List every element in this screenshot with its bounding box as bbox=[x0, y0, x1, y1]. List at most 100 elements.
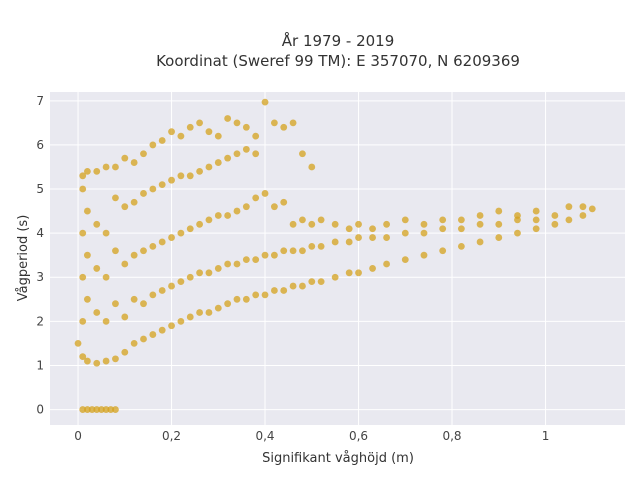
data-point bbox=[168, 176, 175, 184]
data-point bbox=[233, 119, 241, 127]
data-point bbox=[196, 167, 203, 175]
data-point bbox=[579, 203, 587, 211]
x-tick-label: 0 bbox=[74, 429, 82, 443]
data-point bbox=[242, 256, 250, 264]
data-point bbox=[186, 313, 194, 321]
y-tick-label: 4 bbox=[36, 226, 44, 240]
data-point bbox=[224, 115, 232, 122]
data-point bbox=[224, 300, 232, 308]
data-point bbox=[308, 242, 316, 250]
data-point bbox=[565, 216, 573, 224]
data-point bbox=[233, 150, 241, 158]
data-point bbox=[476, 212, 484, 219]
y-tick-label: 6 bbox=[36, 138, 44, 152]
data-point bbox=[177, 278, 185, 286]
data-point bbox=[158, 137, 166, 144]
data-point bbox=[495, 207, 503, 215]
x-tick-label: 0,6 bbox=[349, 429, 368, 443]
data-point bbox=[196, 220, 203, 228]
data-point bbox=[83, 357, 91, 365]
data-point bbox=[420, 251, 428, 259]
data-point bbox=[565, 203, 573, 211]
data-point bbox=[102, 163, 110, 171]
data-point bbox=[289, 119, 297, 127]
data-point bbox=[355, 220, 362, 228]
data-point bbox=[112, 300, 119, 308]
data-point bbox=[205, 309, 213, 316]
data-point bbox=[224, 212, 232, 219]
data-point bbox=[93, 220, 101, 228]
data-point bbox=[102, 273, 110, 281]
data-point bbox=[130, 340, 138, 347]
data-point bbox=[112, 406, 119, 413]
data-point bbox=[401, 216, 409, 224]
data-point bbox=[383, 220, 390, 228]
data-point bbox=[289, 247, 297, 255]
data-point bbox=[308, 220, 316, 228]
data-point bbox=[186, 123, 194, 131]
data-point bbox=[168, 282, 175, 290]
data-point bbox=[289, 220, 297, 228]
data-point bbox=[140, 190, 147, 197]
data-point bbox=[345, 225, 353, 233]
data-point bbox=[74, 340, 82, 347]
data-point bbox=[588, 205, 596, 213]
x-tick-labels: 0 0,2 0,4 0,6 0,8 1 bbox=[74, 429, 549, 443]
data-point bbox=[149, 242, 157, 250]
y-tick-label: 2 bbox=[36, 314, 44, 328]
data-point bbox=[495, 234, 503, 241]
y-tick-label: 3 bbox=[36, 270, 44, 284]
data-point bbox=[345, 238, 353, 246]
data-point bbox=[130, 159, 138, 166]
data-point bbox=[168, 234, 175, 241]
data-point bbox=[79, 273, 87, 281]
data-point bbox=[158, 238, 166, 246]
data-point bbox=[93, 167, 101, 175]
data-point bbox=[196, 119, 203, 127]
data-point bbox=[420, 220, 428, 228]
data-point bbox=[168, 322, 175, 330]
data-point bbox=[98, 406, 105, 413]
data-point bbox=[233, 207, 241, 215]
data-point bbox=[514, 229, 521, 237]
data-point bbox=[331, 220, 339, 228]
data-point bbox=[289, 282, 297, 290]
data-point bbox=[121, 154, 129, 162]
data-point bbox=[214, 159, 222, 166]
data-point bbox=[186, 172, 194, 180]
data-point bbox=[140, 247, 147, 255]
data-point bbox=[401, 229, 409, 237]
data-point bbox=[102, 406, 110, 413]
data-point bbox=[79, 172, 87, 180]
data-point bbox=[79, 353, 87, 361]
data-point bbox=[331, 273, 339, 281]
y-tick-labels: 0 1 2 3 4 5 6 7 bbox=[36, 94, 44, 417]
data-point bbox=[369, 265, 376, 272]
data-point bbox=[177, 132, 185, 140]
data-point bbox=[79, 185, 87, 193]
data-point bbox=[551, 212, 559, 219]
data-point bbox=[280, 247, 288, 255]
data-point bbox=[579, 212, 587, 219]
data-point bbox=[317, 216, 325, 224]
data-point bbox=[107, 406, 115, 413]
data-point bbox=[439, 247, 447, 255]
data-point bbox=[261, 190, 269, 197]
data-point bbox=[177, 317, 185, 325]
data-point bbox=[280, 287, 288, 294]
data-point bbox=[317, 242, 325, 250]
data-point bbox=[355, 269, 362, 277]
y-gridlines bbox=[50, 100, 625, 411]
data-point bbox=[270, 119, 278, 127]
data-point bbox=[149, 331, 157, 338]
data-point bbox=[317, 278, 325, 286]
data-point bbox=[121, 348, 129, 356]
data-point bbox=[532, 216, 540, 224]
data-point bbox=[112, 194, 119, 202]
data-point bbox=[252, 256, 260, 264]
data-point bbox=[242, 123, 250, 131]
data-point bbox=[112, 247, 119, 255]
data-point bbox=[121, 203, 129, 211]
data-point bbox=[205, 128, 213, 136]
data-point bbox=[355, 234, 362, 241]
